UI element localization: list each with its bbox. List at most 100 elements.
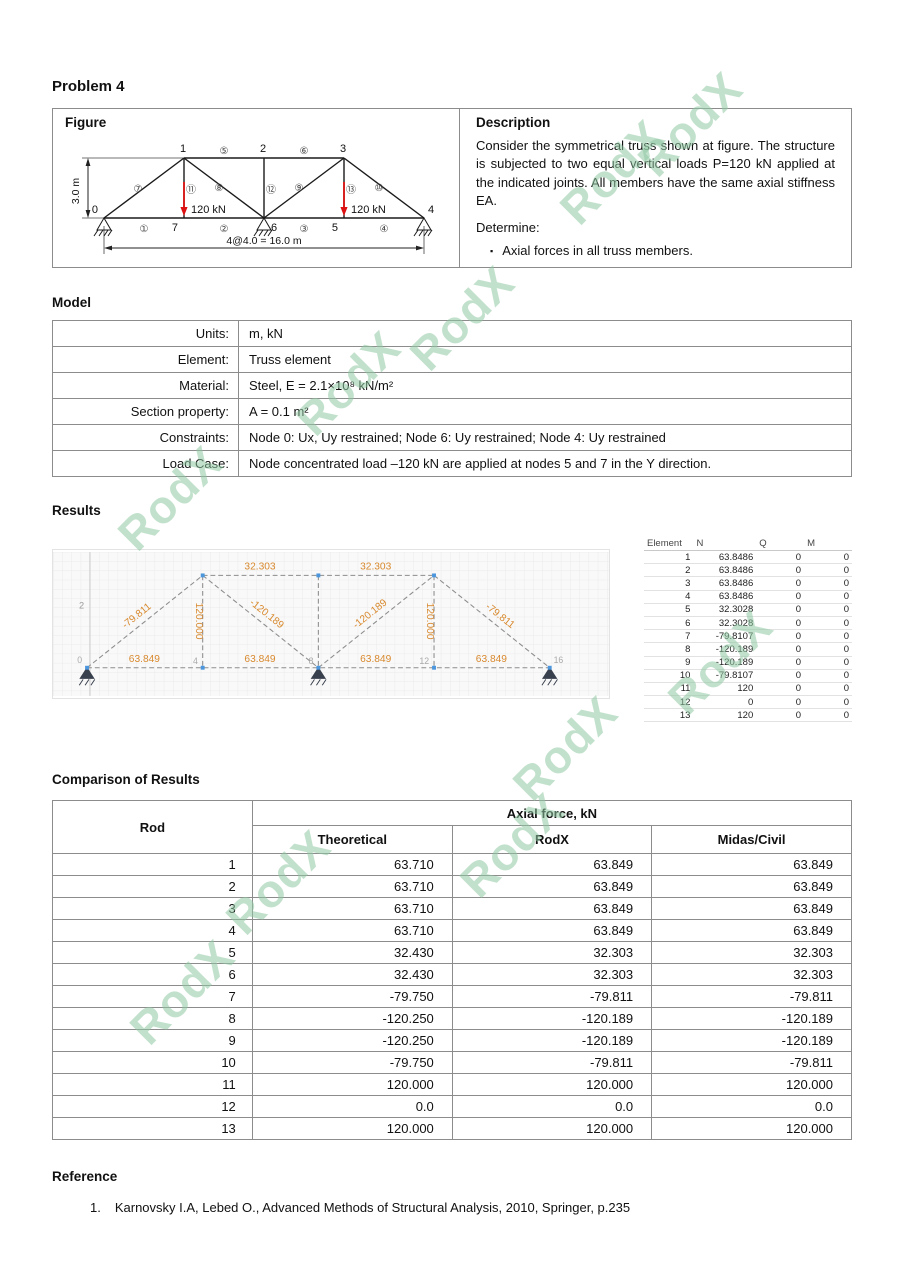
table-cell: 0	[804, 629, 852, 644]
table-row: Load Case: Node concentrated load –120 kN…	[52, 450, 852, 477]
support-icon	[93, 217, 433, 237]
comparison-table: Rod Axial force, kN Theoretical RodX Mid…	[52, 800, 853, 1141]
table-cell: Steel, E = 2.1×10⁸ kN/m²	[238, 372, 852, 399]
member-label: ⑩	[375, 183, 384, 194]
table-row: 4 63.8486 0 0	[643, 590, 852, 604]
table-row: 8 -120.189 0 0	[643, 642, 852, 657]
midas-column-header: Midas/Civil	[651, 825, 852, 855]
table-row: Material: Steel, E = 2.1×10⁸ kN/m²	[52, 372, 852, 399]
table-cell: -79.750	[251, 1051, 453, 1075]
element-table-header: Q	[756, 537, 805, 551]
table-cell: 10	[643, 669, 694, 683]
table-cell: 32.303	[651, 941, 852, 965]
table-cell: 5	[643, 603, 694, 617]
table-cell: 63.849	[651, 875, 852, 899]
table-cell: 13	[52, 1117, 253, 1141]
results-section: 2	[52, 537, 852, 723]
diagram-grid	[53, 552, 609, 696]
rodx-column-header: RodX	[451, 825, 653, 855]
force-label: 63.849	[244, 654, 275, 665]
table-row: 9 -120.250 -120.189 -120.189	[52, 1029, 852, 1053]
table-cell: -120.250	[251, 1029, 453, 1053]
table-cell: 63.710	[251, 919, 453, 943]
table-cell: 32.3028	[693, 603, 757, 617]
deformed-truss-members	[86, 574, 551, 669]
force-label: 63.849	[129, 654, 160, 665]
reference-number: 1.	[90, 1200, 101, 1216]
table-cell: 63.849	[651, 853, 852, 877]
determine-item: ▪ Axial forces in all truss members.	[476, 243, 835, 258]
table-cell: 32.3028	[693, 616, 757, 631]
node-label: 7	[172, 222, 178, 234]
table-cell: 63.710	[251, 897, 453, 921]
table-cell: 0	[804, 590, 852, 604]
table-cell: 63.849	[451, 897, 653, 921]
table-cell: 63.8486	[693, 590, 757, 604]
member-label: ⑪	[186, 184, 196, 196]
theoretical-column-header: Theoretical	[251, 825, 453, 855]
figure-panel: Figure 3.0 m	[53, 109, 460, 267]
table-cell: 63.849	[451, 875, 653, 899]
axis-tick-label: 2	[79, 600, 84, 610]
node-label: 4	[428, 204, 434, 216]
table-row: 10 -79.8107 0 0	[643, 669, 852, 683]
node-coord-label: 16	[554, 655, 564, 665]
member-label: ⑤	[220, 146, 229, 157]
description-panel: Description Consider the symmetrical tru…	[460, 109, 851, 267]
table-cell: 4	[52, 919, 253, 943]
load-label: 120 kN	[191, 204, 226, 216]
span-dimension-label: 4@4.0 = 16.0 m	[226, 235, 301, 247]
height-dimension: 3.0 m	[70, 158, 91, 218]
table-cell: -79.811	[651, 1051, 852, 1075]
node-coord-label: 12	[419, 656, 429, 666]
table-cell: 13	[643, 708, 694, 723]
reference-heading: Reference	[52, 1169, 118, 1185]
table-cell: Node 0: Ux, Uy restrained; Node 6: Uy re…	[238, 424, 852, 451]
table-cell: 11	[643, 682, 694, 697]
table-cell: 6	[52, 963, 253, 987]
table-cell: Section property:	[52, 398, 239, 425]
table-cell: 63.8486	[693, 576, 757, 591]
table-cell: 0	[804, 603, 852, 617]
table-row: 5 32.3028 0 0	[643, 603, 852, 617]
member-label: ④	[380, 224, 389, 235]
table-cell: 0.0	[651, 1095, 852, 1119]
table-cell: 0	[756, 576, 805, 591]
table-cell: 0	[804, 642, 852, 657]
table-cell: 9	[52, 1029, 253, 1053]
table-cell: -120.189	[451, 1007, 653, 1031]
table-row: 6 32.430 32.303 32.303	[52, 963, 852, 987]
table-cell: 63.8486	[693, 550, 757, 565]
member-label: ②	[220, 224, 229, 235]
table-cell: 0	[756, 603, 805, 617]
member-label: ⑬	[346, 184, 356, 196]
table-cell: -120.189	[693, 656, 757, 670]
table-cell: 32.303	[451, 963, 653, 987]
table-cell: 0	[804, 708, 852, 723]
table-cell: m, kN	[238, 320, 852, 347]
height-dimension-label: 3.0 m	[70, 178, 82, 205]
truss-figure-svg: 3.0 m	[70, 143, 434, 254]
table-cell: 0	[804, 669, 852, 683]
model-heading: Model	[52, 295, 91, 310]
table-cell: 32.303	[651, 963, 852, 987]
element-table-header: M	[804, 537, 852, 551]
table-cell: -79.8107	[693, 629, 757, 644]
node-label: 5	[332, 222, 338, 234]
table-row: 3 63.710 63.849 63.849	[52, 897, 852, 921]
table-cell: 0	[756, 682, 805, 697]
table-cell: 0	[804, 563, 852, 578]
table-row: Units: m, kN	[52, 320, 852, 347]
table-row: 4 63.710 63.849 63.849	[52, 919, 852, 943]
reference-item: 1. Karnovsky I.A, Lebed O., Advanced Meth…	[52, 1200, 852, 1215]
element-table-header: Element	[643, 537, 694, 551]
table-cell: 5	[52, 941, 253, 965]
table-cell: 0	[804, 695, 852, 710]
table-cell: 0.0	[451, 1095, 653, 1119]
member-label: ⑨	[295, 183, 304, 194]
table-cell: 63.849	[451, 919, 653, 943]
table-cell: 32.303	[451, 941, 653, 965]
table-cell: -120.189	[451, 1029, 653, 1053]
table-cell: -120.189	[693, 642, 757, 657]
table-cell: A = 0.1 m²	[238, 398, 852, 425]
